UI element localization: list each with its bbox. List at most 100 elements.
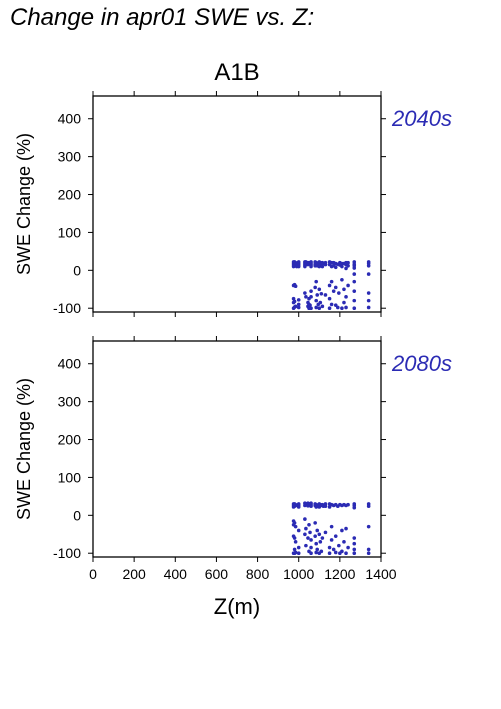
data-point <box>331 289 336 293</box>
y-tick-label: 400 <box>58 356 82 372</box>
page-title: Change in apr01 SWE vs. Z: <box>10 4 315 31</box>
data-point <box>296 264 301 269</box>
data-point <box>314 305 319 310</box>
y-tick-label: 300 <box>58 394 82 410</box>
data-point <box>315 547 320 552</box>
data-point <box>315 528 320 533</box>
data-point <box>352 536 357 540</box>
data-point <box>320 536 325 540</box>
data-point <box>340 277 344 282</box>
data-point <box>342 300 346 305</box>
x-tick-label: 800 <box>246 566 270 582</box>
y-tick-label: 200 <box>58 432 82 448</box>
data-point <box>352 306 357 311</box>
data-point <box>329 538 334 542</box>
data-point <box>352 298 357 303</box>
data-point <box>333 534 338 538</box>
data-point <box>320 264 325 269</box>
chart-panel-2080s: -100 0 100 200 300 400 0 200 400 600 800 1000 1200 14… <box>14 336 452 619</box>
x-tick-label: 1400 <box>365 566 396 582</box>
data-point <box>293 284 298 289</box>
data-point <box>327 283 332 288</box>
data-point <box>304 526 308 531</box>
data-point <box>340 549 344 554</box>
data-point <box>317 532 322 537</box>
data-point <box>308 303 312 307</box>
data-point <box>296 505 301 509</box>
plot-frame <box>92 340 382 558</box>
period-label: 2080s <box>391 351 452 376</box>
scenario-label: A1B <box>214 59 259 86</box>
data-point <box>333 550 338 555</box>
data-point <box>327 306 332 311</box>
data-point <box>292 521 297 525</box>
y-tick-label: 400 <box>58 111 82 127</box>
data-point <box>309 551 313 556</box>
data-point <box>323 504 328 509</box>
data-point <box>329 524 334 529</box>
data-point <box>344 266 348 271</box>
x-tick-label: 600 <box>205 566 229 582</box>
y-tick-label: 0 <box>73 262 81 278</box>
data-point <box>323 530 328 535</box>
data-point <box>327 551 332 556</box>
data-point <box>309 306 313 311</box>
data-point <box>344 305 348 310</box>
data-point <box>327 545 332 550</box>
y-tick-label: -100 <box>53 545 81 561</box>
data-point <box>352 266 357 270</box>
y-tick-label: 100 <box>58 469 82 485</box>
chart-panel-2040s: -100 0 100 200 300 400 SWE Change (%) 2040s <box>14 91 452 317</box>
data-point <box>352 541 357 546</box>
data-point <box>319 292 324 296</box>
data-point <box>309 538 313 542</box>
data-point <box>331 547 336 552</box>
data-point <box>309 264 313 269</box>
data-point <box>323 262 328 267</box>
data-point <box>309 545 313 550</box>
data-point <box>296 551 301 556</box>
data-point <box>340 264 344 269</box>
x-tick-label: 1200 <box>324 566 355 582</box>
data-point <box>314 279 319 284</box>
data-point <box>352 279 357 284</box>
data-point <box>304 295 308 299</box>
data-point <box>293 304 298 309</box>
data-point <box>303 291 307 295</box>
data-point <box>366 504 371 509</box>
data-point <box>346 260 350 265</box>
data-point <box>303 532 307 537</box>
data-point <box>352 272 357 276</box>
data-point <box>296 545 301 550</box>
data-point <box>342 540 346 544</box>
y-axis-label: SWE Change (%) <box>14 378 34 520</box>
data-point <box>337 291 341 295</box>
data-point <box>296 302 301 307</box>
data-point <box>293 524 298 529</box>
data-point <box>303 517 307 521</box>
y-tick-label: -100 <box>53 300 81 316</box>
x-axis-label: Z(m) <box>214 594 260 619</box>
data-point <box>314 550 319 555</box>
data-point <box>366 272 371 276</box>
x-tick-label: 1000 <box>283 566 314 582</box>
data-point <box>366 524 371 529</box>
data-point <box>336 305 340 310</box>
data-point <box>308 530 312 535</box>
data-point <box>329 279 334 284</box>
y-tick-label: 100 <box>58 224 82 240</box>
x-tick-label: 200 <box>122 566 146 582</box>
data-point <box>366 298 371 303</box>
data-point <box>346 283 350 288</box>
data-point <box>314 298 319 303</box>
x-tick-label: 400 <box>164 566 188 582</box>
data-point <box>344 526 348 531</box>
data-point <box>352 505 357 510</box>
data-point <box>340 306 344 311</box>
data-point <box>318 540 323 544</box>
data-point <box>309 295 313 299</box>
data-point <box>319 549 324 554</box>
data-point <box>366 547 371 552</box>
